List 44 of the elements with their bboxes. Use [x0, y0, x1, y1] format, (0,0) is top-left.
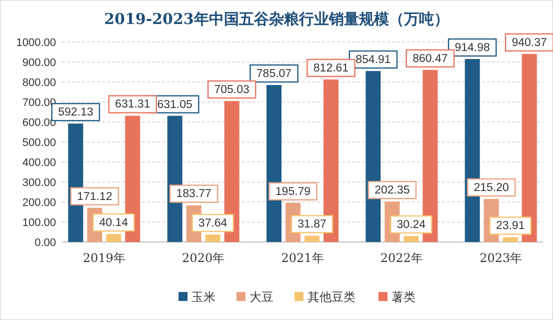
- data-label: 23.91: [496, 220, 525, 232]
- data-label: 812.61: [313, 62, 349, 74]
- x-tick-label: 2023年: [480, 251, 522, 265]
- legend-label: 玉米: [192, 290, 216, 304]
- x-tick-label: 2020年: [182, 251, 225, 265]
- data-label: 195.79: [275, 186, 311, 198]
- y-tick-label: 100.00: [22, 217, 56, 229]
- legend-label: 薯类: [392, 290, 416, 304]
- legend-label: 大豆: [250, 290, 274, 304]
- data-label: 631.31: [115, 98, 150, 111]
- data-label: 705.03: [214, 84, 250, 96]
- data-label: 940.37: [512, 36, 547, 49]
- x-tick-label: 2021年: [281, 251, 324, 265]
- y-tick-label: 1000.00: [16, 37, 56, 49]
- y-tick-label: 0.00: [34, 237, 56, 249]
- y-tick-label: 800.00: [22, 77, 56, 89]
- data-label: 40.14: [99, 216, 129, 229]
- data-label: 854.91: [356, 54, 391, 66]
- y-tick-label: 400.00: [22, 157, 56, 169]
- data-label: 631.05: [157, 98, 192, 111]
- y-tick-label: 200.00: [22, 197, 56, 209]
- data-label: 215.20: [474, 182, 509, 194]
- data-label: 183.77: [176, 188, 212, 200]
- data-label: 31.87: [298, 218, 326, 231]
- data-label: 171.12: [77, 190, 112, 203]
- bar: [404, 236, 419, 242]
- data-label: 202.35: [374, 184, 410, 197]
- chart-title: 2019-2023年中国五谷杂粮行业销量规模（万吨）: [104, 10, 449, 28]
- bar: [502, 237, 518, 242]
- bar: [304, 236, 320, 242]
- data-label: 592.13: [58, 106, 94, 119]
- data-label: 914.98: [454, 42, 490, 54]
- x-tick-label: 2022年: [380, 251, 423, 265]
- legend-label: 其他豆类: [308, 290, 356, 304]
- y-tick-label: 500.00: [22, 137, 56, 149]
- data-label: 860.47: [412, 52, 448, 65]
- data-label: 785.07: [256, 68, 292, 80]
- data-label: 30.24: [396, 218, 426, 231]
- x-tick-label: 2019年: [82, 251, 126, 265]
- bar: [106, 234, 122, 242]
- bar: [205, 234, 220, 242]
- y-tick-label: 900.00: [22, 57, 56, 69]
- y-tick-label: 300.00: [22, 177, 56, 189]
- data-label: 37.64: [198, 217, 228, 230]
